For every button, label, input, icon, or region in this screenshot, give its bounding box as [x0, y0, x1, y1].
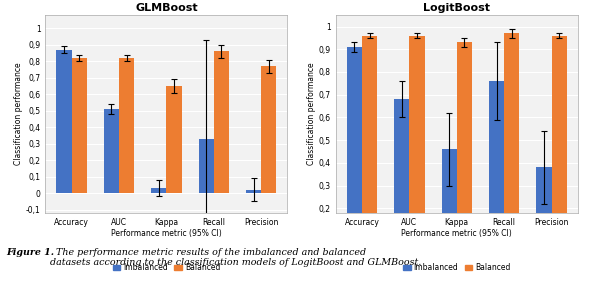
Bar — [362, 36, 377, 254]
Bar — [246, 190, 261, 193]
Bar — [166, 86, 181, 193]
Bar — [552, 36, 567, 254]
Bar — [71, 58, 87, 193]
Legend: Imbalanced, Balanced: Imbalanced, Balanced — [110, 260, 223, 275]
Bar — [410, 36, 425, 254]
Bar — [151, 188, 166, 193]
Bar — [537, 168, 552, 254]
Bar — [198, 139, 214, 193]
Bar — [457, 43, 472, 254]
Title: LogitBoost: LogitBoost — [424, 3, 490, 13]
Title: GLMBoost: GLMBoost — [135, 3, 198, 13]
Text: The performance metric results of the imbalanced and balanced
datasets according: The performance metric results of the im… — [50, 248, 422, 267]
Bar — [214, 51, 229, 193]
Bar — [261, 66, 276, 193]
Bar — [442, 149, 457, 254]
Legend: Imbalanced, Balanced: Imbalanced, Balanced — [400, 260, 514, 275]
Bar — [104, 109, 119, 193]
Text: Figure 1.: Figure 1. — [6, 248, 54, 257]
Bar — [56, 50, 71, 193]
X-axis label: Performance metric (95% CI): Performance metric (95% CI) — [111, 230, 222, 238]
Bar — [504, 33, 519, 254]
Y-axis label: Classification performance: Classification performance — [307, 63, 316, 165]
Bar — [394, 99, 410, 254]
Y-axis label: Classification performance: Classification performance — [14, 63, 23, 165]
Bar — [489, 81, 504, 254]
Bar — [347, 47, 362, 254]
X-axis label: Performance metric (95% CI): Performance metric (95% CI) — [401, 230, 512, 238]
Bar — [119, 58, 134, 193]
